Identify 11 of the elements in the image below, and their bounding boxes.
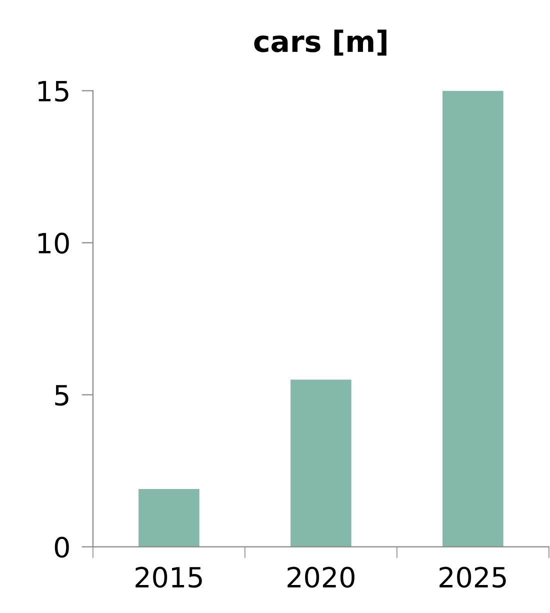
x-tick-label: 2025 — [440, 566, 506, 588]
x-tick-label: 2015 — [136, 566, 202, 588]
y-tick-label: 5 — [55, 385, 68, 406]
y-tick-label: 15 — [38, 81, 68, 102]
y-tick-label: 10 — [38, 232, 69, 254]
bar — [138, 489, 200, 547]
y-tick-label: 0 — [54, 536, 69, 558]
bar — [290, 380, 352, 547]
chart-title: cars [m] — [254, 30, 386, 56]
x-tick-label: 2020 — [288, 566, 354, 588]
bar — [442, 90, 504, 547]
